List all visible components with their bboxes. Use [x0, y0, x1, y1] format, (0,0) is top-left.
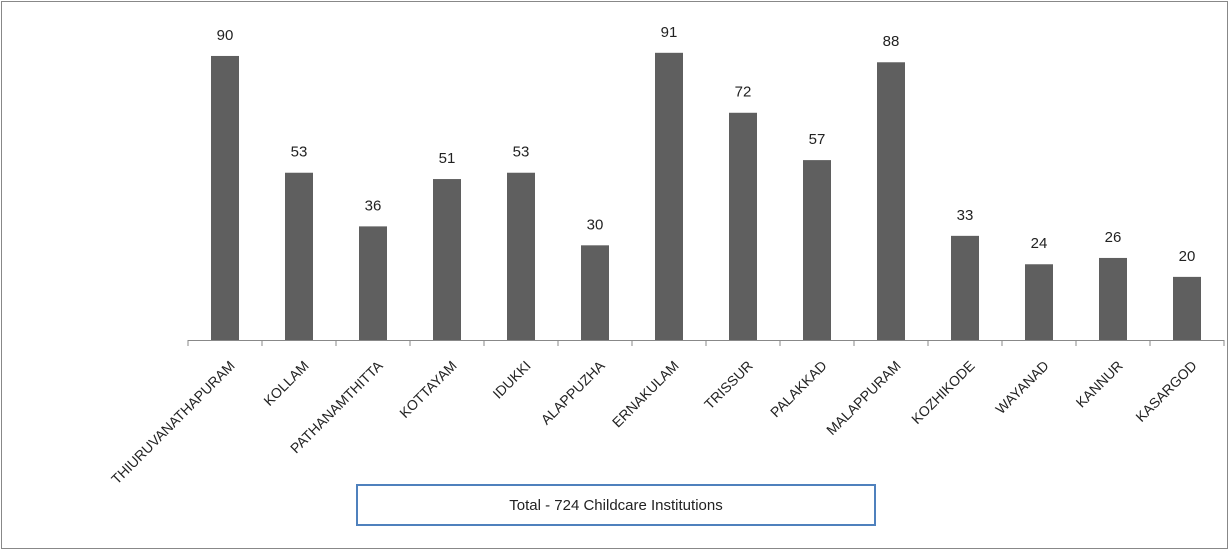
bar — [359, 226, 387, 340]
annotation: Total - 724 Childcare Institutions — [509, 497, 722, 514]
bar — [433, 179, 461, 340]
value-label: 36 — [365, 197, 382, 214]
value-label: 33 — [957, 207, 974, 224]
value-label: 53 — [513, 144, 530, 161]
value-label: 90 — [217, 27, 234, 44]
value-label: 72 — [735, 84, 752, 101]
bar — [285, 172, 313, 340]
bar — [211, 55, 239, 341]
bar — [1099, 257, 1127, 340]
bar — [729, 112, 757, 340]
value-label: 57 — [809, 131, 826, 148]
bar — [507, 172, 535, 340]
bar — [1025, 264, 1053, 340]
bar — [951, 235, 979, 340]
bar — [1173, 276, 1201, 340]
value-label: 24 — [1031, 235, 1048, 252]
value-label: 88 — [883, 33, 900, 50]
value-label: 30 — [587, 216, 604, 233]
value-label: 20 — [1179, 248, 1196, 265]
annotation-box — [356, 484, 876, 526]
bar — [581, 245, 609, 340]
bar — [655, 52, 683, 340]
bar — [877, 62, 905, 340]
value-label: 91 — [661, 24, 678, 41]
value-label: 51 — [439, 150, 456, 167]
value-label: 26 — [1105, 229, 1122, 246]
value-label: 53 — [291, 144, 308, 161]
bar — [803, 160, 831, 340]
